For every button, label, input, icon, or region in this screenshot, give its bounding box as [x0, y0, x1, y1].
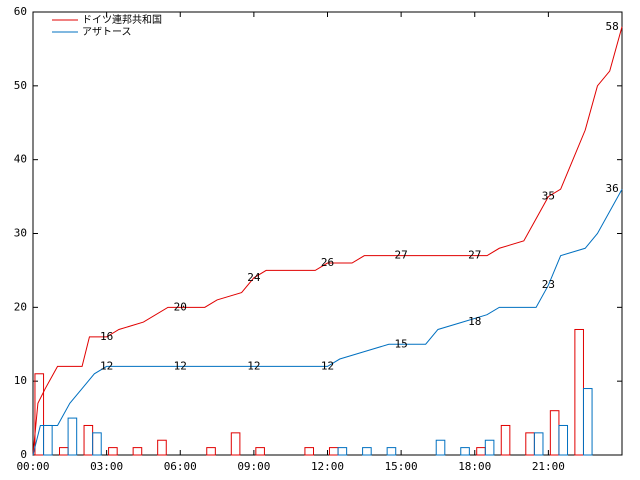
line-annotation: 26: [321, 256, 334, 269]
bar: [230, 432, 241, 456]
x-tick-label: 15:00: [385, 460, 418, 473]
y-tick-label: 40: [14, 153, 27, 166]
line-annotation: 27: [468, 249, 481, 262]
bar: [337, 447, 348, 456]
bar: [92, 432, 102, 456]
bar: [386, 447, 397, 456]
y-tick-label: 0: [20, 448, 27, 461]
legend-label: ドイツ連邦共和国: [82, 13, 162, 26]
x-tick-label: 06:00: [164, 460, 197, 473]
y-tick-label: 20: [14, 300, 27, 313]
bar: [304, 447, 315, 456]
bar: [83, 424, 94, 456]
y-tick-label: 30: [14, 227, 27, 240]
line-annotation: 12: [100, 359, 113, 372]
bar: [157, 439, 167, 456]
x-tick-label: 18:00: [458, 460, 491, 473]
y-tick-label: 10: [14, 374, 27, 387]
bar: [476, 447, 486, 456]
bar: [582, 388, 593, 456]
x-tick-label: 03:00: [90, 460, 123, 473]
y-tick-label: 50: [14, 79, 27, 92]
line-series: [32, 26, 623, 456]
bar: [533, 432, 544, 456]
line-annotation: 24: [247, 271, 261, 284]
bar: [435, 439, 446, 456]
bar: [460, 447, 470, 456]
bar: [34, 373, 45, 456]
bar: [43, 424, 53, 456]
bar: [108, 447, 118, 456]
bar: [206, 447, 216, 456]
x-tick-label: 21:00: [532, 460, 565, 473]
line-annotation: 23: [542, 278, 555, 291]
x-tick-label: 00:00: [16, 460, 49, 473]
line-annotation: 12: [247, 359, 260, 372]
bar: [255, 447, 265, 456]
bar: [362, 447, 372, 456]
bar: [132, 447, 143, 456]
bar: [500, 424, 511, 456]
bar: [67, 417, 78, 456]
line-annotation: 35: [542, 190, 555, 203]
legend-label: アザトース: [82, 26, 132, 38]
y-tick-label: 60: [14, 5, 27, 18]
bar: [328, 447, 339, 456]
bar: [574, 328, 584, 456]
line-series: [32, 188, 623, 456]
bar: [549, 410, 560, 456]
line-annotation: 12: [174, 359, 187, 372]
line-annotation: 18: [468, 315, 481, 328]
x-tick-label: 12:00: [311, 460, 344, 473]
line-annotation: 27: [395, 249, 408, 262]
line-annotation: 16: [100, 330, 113, 343]
bar: [525, 432, 535, 456]
line-annotation: 15: [395, 337, 408, 350]
bar: [59, 447, 69, 456]
x-tick-label: 09:00: [237, 460, 270, 473]
bar: [558, 424, 569, 456]
line-annotation: 20: [174, 300, 187, 313]
plot-frame: [32, 11, 623, 456]
line-annotation: 12: [321, 359, 334, 372]
line-annotation: 58: [606, 20, 619, 33]
line-annotation: 36: [606, 182, 619, 195]
bar: [484, 439, 495, 456]
